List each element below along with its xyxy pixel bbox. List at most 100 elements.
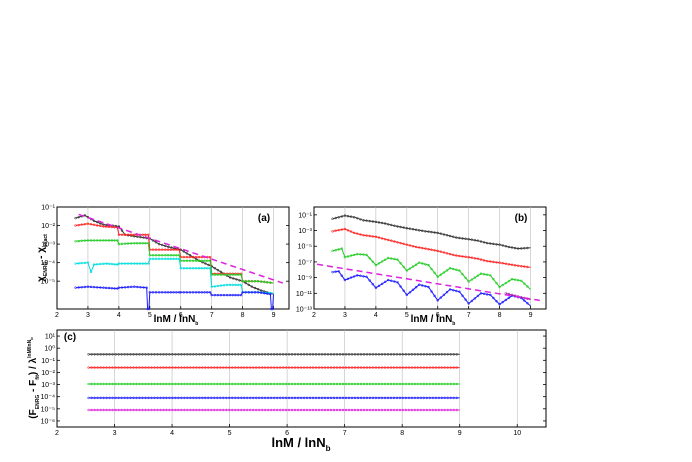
series-4-point bbox=[102, 262, 105, 266]
series-5-point bbox=[320, 408, 324, 412]
series-5-point bbox=[150, 408, 153, 412]
series-3-point bbox=[334, 248, 337, 252]
series-2-point bbox=[419, 366, 423, 369]
series-2-point bbox=[153, 366, 156, 369]
reference-dashed-line bbox=[78, 213, 284, 284]
series-1-point bbox=[92, 219, 96, 223]
series-1-point bbox=[356, 216, 359, 220]
series-3-point bbox=[452, 382, 455, 386]
series-1-point bbox=[93, 353, 96, 356]
series-3-point bbox=[186, 382, 189, 386]
series-5-point bbox=[332, 408, 336, 412]
series-2-point bbox=[446, 366, 449, 369]
series-4-point bbox=[320, 396, 324, 400]
series-4-point bbox=[414, 285, 418, 289]
series-5-point bbox=[157, 291, 161, 294]
panel-a-y-axis-label: χENRG - χexact bbox=[36, 234, 49, 282]
series-4-point bbox=[341, 396, 345, 400]
series-4-point bbox=[237, 396, 240, 400]
series-5-point bbox=[117, 408, 120, 412]
series-2-point bbox=[498, 261, 501, 264]
series-2-point bbox=[362, 233, 365, 237]
series-1-point bbox=[219, 353, 222, 356]
series-2-point bbox=[129, 233, 133, 237]
series-4-point bbox=[192, 396, 195, 400]
series-4-point bbox=[455, 396, 458, 400]
series-4-point bbox=[185, 266, 189, 270]
series-4-point bbox=[156, 396, 159, 400]
series-1-point bbox=[170, 246, 173, 249]
series-3-point bbox=[194, 259, 198, 263]
x-tick-label: 2 bbox=[55, 430, 59, 437]
series-4-point bbox=[162, 396, 165, 400]
series-5-point bbox=[302, 408, 306, 412]
series-3-point bbox=[482, 272, 486, 276]
series-1-point bbox=[374, 353, 378, 356]
series-4-point bbox=[365, 396, 369, 400]
series-3-point bbox=[374, 263, 378, 267]
series-4-point bbox=[455, 289, 458, 293]
series-3-point bbox=[148, 253, 152, 257]
series-5-point bbox=[113, 287, 116, 290]
series-1-point bbox=[269, 353, 273, 356]
reference-dashed-line bbox=[316, 263, 540, 302]
series-1-point bbox=[198, 353, 201, 356]
series-3-point bbox=[359, 253, 362, 256]
series-4-point bbox=[331, 270, 334, 274]
series-1-point bbox=[225, 353, 228, 356]
series-4-point bbox=[417, 283, 421, 286]
series-1-point bbox=[247, 283, 251, 287]
series-4-point bbox=[266, 396, 270, 400]
series-4-point bbox=[433, 294, 436, 298]
series-3-point bbox=[377, 262, 381, 265]
series-4-point bbox=[93, 396, 96, 400]
series-1-point bbox=[317, 353, 321, 356]
series-4-point bbox=[383, 280, 387, 284]
series-2-point bbox=[421, 246, 424, 250]
series-5-point bbox=[392, 408, 396, 412]
series-2-point bbox=[105, 366, 108, 369]
series-2-point bbox=[126, 233, 130, 237]
series-1-point bbox=[183, 353, 186, 356]
series-5-point bbox=[174, 408, 177, 412]
series-5-point bbox=[231, 293, 234, 297]
series-3-point bbox=[299, 382, 303, 386]
series-1-point bbox=[305, 353, 309, 356]
series-3-point bbox=[228, 273, 232, 276]
series-1-point bbox=[293, 353, 297, 356]
series-3-point bbox=[523, 282, 526, 285]
series-3-point bbox=[260, 382, 264, 386]
series-4-point bbox=[326, 396, 330, 400]
series-2-point bbox=[410, 366, 414, 369]
series-2-point bbox=[102, 225, 105, 228]
series-2-point bbox=[495, 261, 498, 264]
series-4-point bbox=[96, 396, 99, 400]
series-2-point bbox=[422, 366, 426, 369]
series-3-point bbox=[87, 382, 90, 386]
series-2-point bbox=[266, 366, 270, 369]
series-2-point bbox=[320, 366, 324, 369]
series-4-point bbox=[464, 298, 467, 301]
series-1-point bbox=[365, 353, 369, 356]
y-tick-label: 10⁻⁴ bbox=[41, 394, 56, 401]
series-5-point bbox=[89, 285, 93, 289]
series-5-point bbox=[86, 285, 90, 288]
series-3-point bbox=[172, 253, 175, 257]
series-1-point bbox=[95, 220, 99, 224]
series-3-point bbox=[356, 382, 360, 386]
series-5-point bbox=[395, 408, 399, 412]
series-5-point bbox=[353, 408, 357, 412]
series-2-point bbox=[281, 366, 285, 369]
y-tick-label: 10⁻⁴ bbox=[41, 260, 56, 267]
series-1-point bbox=[371, 353, 375, 356]
series-4-point bbox=[89, 270, 93, 274]
series-3-point bbox=[192, 382, 195, 386]
series-4-point bbox=[102, 396, 105, 400]
series-4-point bbox=[393, 280, 396, 283]
series-2-point bbox=[368, 366, 372, 369]
series-4-point bbox=[431, 396, 435, 400]
series-4-point bbox=[427, 285, 430, 289]
series-3-point bbox=[290, 382, 294, 386]
series-1-point bbox=[240, 353, 243, 356]
series-3-point bbox=[129, 382, 132, 386]
